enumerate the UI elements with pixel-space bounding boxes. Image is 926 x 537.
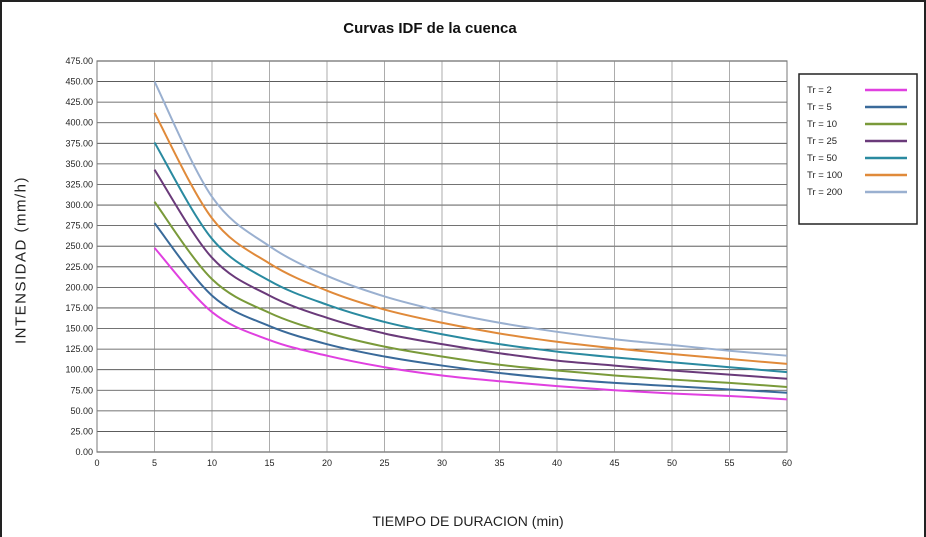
y-tick-label: 250.00	[65, 241, 93, 251]
y-tick-label: 275.00	[65, 221, 93, 231]
series-line-4	[153, 169, 788, 380]
series-lines	[153, 81, 788, 401]
series-line-3	[153, 201, 788, 388]
x-tick-label: 55	[724, 458, 734, 468]
y-tick-label: 75.00	[70, 385, 93, 395]
y-tick-label: 50.00	[70, 406, 93, 416]
series-line-7	[153, 81, 788, 357]
x-tick-label: 25	[379, 458, 389, 468]
y-tick-label: 175.00	[65, 303, 93, 313]
legend-label: Tr = 50	[807, 153, 837, 164]
x-axis-label: TIEMPO DE DURACION (min)	[372, 513, 564, 529]
grid	[96, 60, 788, 453]
x-tick-label: 40	[552, 458, 562, 468]
legend-label: Tr = 25	[807, 136, 837, 147]
legend-label: Tr = 10	[807, 119, 837, 130]
y-tick-label: 475.00	[65, 56, 93, 66]
y-tick-label: 150.00	[65, 324, 93, 334]
y-tick-label: 25.00	[70, 426, 93, 436]
x-tick-label: 15	[264, 458, 274, 468]
y-tick-label: 425.00	[65, 97, 93, 107]
series-line-2	[153, 222, 788, 394]
y-tick-label: 375.00	[65, 138, 93, 148]
x-tick-label: 5	[152, 458, 157, 468]
chart-title: Curvas IDF de la cuenca	[343, 20, 517, 37]
x-tick-label: 50	[667, 458, 677, 468]
y-tick-label: 200.00	[65, 282, 93, 292]
y-tick-label: 0.00	[75, 447, 93, 457]
series-line-1	[153, 247, 788, 401]
x-tick-label: 0	[94, 458, 99, 468]
x-tick-label: 60	[782, 458, 792, 468]
y-tick-label: 450.00	[65, 77, 93, 87]
y-tick-label: 100.00	[65, 365, 93, 375]
x-tick-label: 20	[322, 458, 332, 468]
legend-label: Tr = 5	[807, 102, 832, 113]
y-tick-label: 350.00	[65, 159, 93, 169]
y-tick-label: 225.00	[65, 262, 93, 272]
y-tick-label: 300.00	[65, 200, 93, 210]
tick-labels: 0.00 25.00 50.00 75.00 100.00 125.00 150.00 175…	[65, 56, 792, 468]
x-tick-label: 45	[609, 458, 619, 468]
legend-label: Tr = 100	[807, 170, 842, 181]
legend-label: Tr = 200	[807, 187, 842, 198]
y-tick-label: 125.00	[65, 344, 93, 354]
x-tick-label: 10	[207, 458, 217, 468]
y-tick-label: 400.00	[65, 118, 93, 128]
legend-box	[798, 73, 918, 225]
x-tick-label: 30	[437, 458, 447, 468]
x-tick-label: 35	[494, 458, 504, 468]
legend-label: Tr = 2	[807, 85, 832, 96]
legend: Tr = 2 Tr = 5 Tr = 10 Tr = 25 Tr = 50 Tr = 10…	[798, 73, 918, 225]
series-line-6	[153, 112, 788, 365]
y-tick-label: 325.00	[65, 179, 93, 189]
series-line-5	[153, 141, 788, 374]
